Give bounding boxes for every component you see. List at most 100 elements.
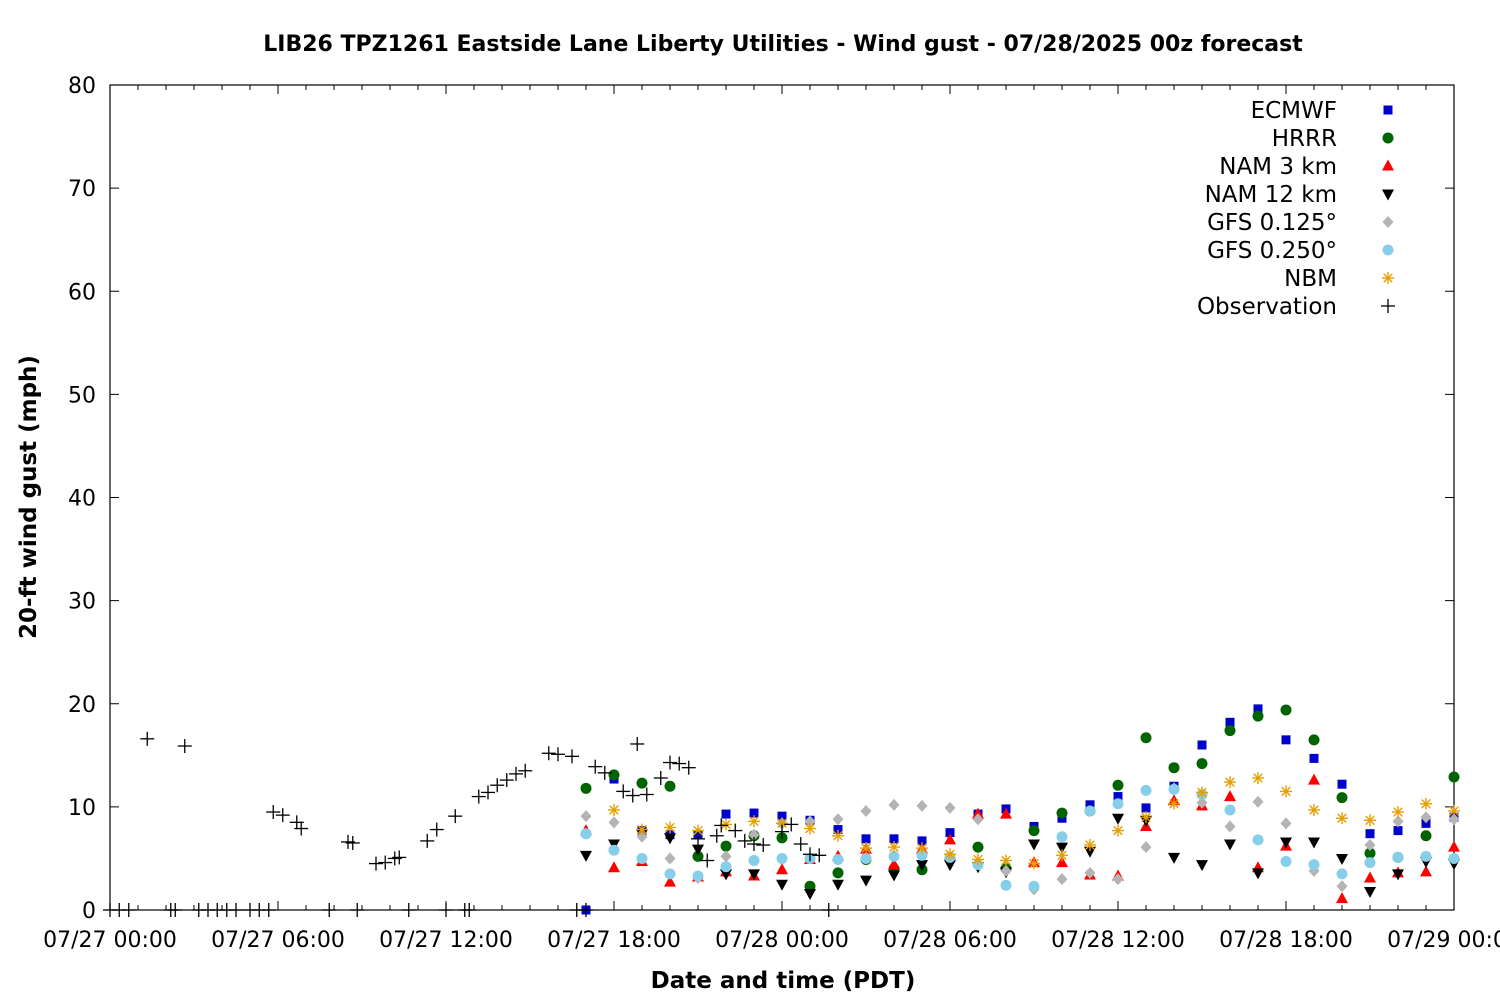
data-point-gfs-0-125 xyxy=(1252,795,1264,808)
legend-marker-nam-3-km xyxy=(1382,159,1394,171)
data-point-nbm xyxy=(1168,797,1180,810)
data-point-observation xyxy=(448,809,463,824)
data-point-observation xyxy=(294,821,309,836)
data-point-gfs-0-125 xyxy=(1084,866,1096,879)
data-point-nam-3-km xyxy=(1308,773,1320,785)
data-point-observation xyxy=(551,747,565,762)
series-observation xyxy=(103,731,836,917)
data-point-nam-3-km xyxy=(1056,856,1068,868)
data-point-gfs-0-250 xyxy=(832,853,844,865)
legend-marker-observation xyxy=(1381,299,1395,313)
data-point-observation xyxy=(121,903,136,917)
data-point-nam-12-km xyxy=(888,870,900,882)
data-point-nam-3-km xyxy=(1224,790,1236,802)
data-point-ecmwf xyxy=(1421,818,1431,828)
data-point-nbm xyxy=(608,803,620,816)
data-point-nam-3-km xyxy=(608,861,620,873)
data-point-nbm xyxy=(1364,814,1376,827)
data-point-nbm xyxy=(748,815,760,828)
data-point-observation xyxy=(812,848,827,863)
data-point-ecmwf xyxy=(1225,717,1235,727)
chart-title: LIB26 TPZ1261 Eastside Lane Liberty Util… xyxy=(263,32,1303,57)
data-point-nam-12-km xyxy=(1364,886,1376,898)
data-point-gfs-0-125 xyxy=(1420,811,1432,824)
x-tick-label: 07/29 00:00 xyxy=(1387,928,1500,953)
series-nam-3-km xyxy=(580,773,1460,904)
data-point-gfs-0-125 xyxy=(832,813,844,826)
data-points xyxy=(103,704,1460,917)
y-tick-label: 30 xyxy=(68,590,96,615)
data-point-observation xyxy=(541,746,556,761)
data-point-gfs-0-250 xyxy=(580,828,592,840)
y-tick-label: 10 xyxy=(68,796,96,821)
series-nbm xyxy=(608,772,1460,870)
data-point-ecmwf xyxy=(1281,735,1291,745)
data-point-gfs-0-125 xyxy=(860,805,872,817)
data-point-nam-12-km xyxy=(776,879,788,891)
data-point-nam-12-km xyxy=(1224,839,1236,851)
data-point-gfs-0-250 xyxy=(1084,805,1096,817)
data-point-gfs-0-250 xyxy=(748,855,760,866)
data-point-observation xyxy=(625,788,640,803)
plot-area-frame xyxy=(109,84,1455,911)
data-point-hrrr xyxy=(1448,771,1460,783)
data-point-gfs-0-125 xyxy=(804,815,816,828)
data-point-observation xyxy=(709,828,724,843)
legend-label: NBM xyxy=(1284,266,1337,292)
data-point-hrrr xyxy=(972,841,984,853)
data-point-ecmwf xyxy=(1309,753,1319,763)
data-point-nbm xyxy=(944,848,956,861)
data-point-gfs-0-125 xyxy=(1364,839,1376,852)
data-point-observation xyxy=(420,833,435,848)
data-point-gfs-0-125 xyxy=(1224,820,1236,833)
data-point-gfs-0-250 xyxy=(860,852,872,864)
data-point-observation xyxy=(509,766,523,781)
data-point-gfs-0-250 xyxy=(608,844,620,856)
data-point-observation xyxy=(369,856,383,871)
data-point-observation xyxy=(499,773,514,788)
data-point-observation xyxy=(756,838,771,853)
data-point-gfs-0-125 xyxy=(1448,813,1460,826)
data-point-observation xyxy=(378,855,393,870)
data-point-nbm xyxy=(1000,854,1012,867)
data-point-observation xyxy=(429,822,444,837)
data-point-nam-12-km xyxy=(1084,846,1096,858)
data-point-hrrr xyxy=(1336,792,1348,804)
data-point-gfs-0-125 xyxy=(1280,817,1292,830)
data-point-nam-12-km xyxy=(748,869,760,881)
data-point-hrrr xyxy=(1280,704,1292,716)
data-point-hrrr xyxy=(1112,779,1124,791)
data-point-observation xyxy=(821,903,836,917)
data-point-gfs-0-125 xyxy=(888,798,900,811)
x-tick-label: 07/27 06:00 xyxy=(211,928,345,953)
data-point-gfs-0-125 xyxy=(1392,815,1404,828)
data-point-observation xyxy=(350,903,365,917)
x-tick-label: 07/28 06:00 xyxy=(883,928,1017,953)
data-point-observation xyxy=(663,755,677,770)
data-point-ecmwf xyxy=(1141,803,1151,813)
data-point-observation xyxy=(784,817,799,832)
data-point-hrrr xyxy=(1364,847,1376,859)
data-point-gfs-0-250 xyxy=(1224,804,1236,816)
x-tick-label: 07/28 18:00 xyxy=(1219,928,1353,953)
data-point-nbm xyxy=(636,823,648,836)
data-point-hrrr xyxy=(1056,807,1068,819)
y-tick-label: 40 xyxy=(68,487,96,512)
data-point-observation xyxy=(140,731,155,746)
data-point-observation xyxy=(481,785,495,800)
data-point-nam-12-km xyxy=(804,889,816,900)
axis-ticks: 0 10 20 30 40 50 60 70 80 07/27 00:00 07/27 06:00 0… xyxy=(43,74,1500,953)
data-point-nam-12-km xyxy=(1028,839,1040,851)
series-nam-12-km xyxy=(580,813,1460,900)
legend-marker-nbm xyxy=(1382,272,1394,284)
data-point-observation xyxy=(518,763,533,778)
data-point-hrrr xyxy=(1196,758,1208,770)
legend-label: GFS 0.125° xyxy=(1207,210,1337,236)
data-point-observation xyxy=(639,787,654,802)
y-axis-label: 20-ft wind gust (mph) xyxy=(16,355,42,639)
data-point-gfs-0-250 xyxy=(1028,880,1040,892)
data-point-gfs-0-125 xyxy=(608,816,620,829)
data-point-nam-12-km xyxy=(944,860,956,872)
y-tick-label: 60 xyxy=(68,280,96,305)
data-point-gfs-0-250 xyxy=(1336,868,1348,880)
